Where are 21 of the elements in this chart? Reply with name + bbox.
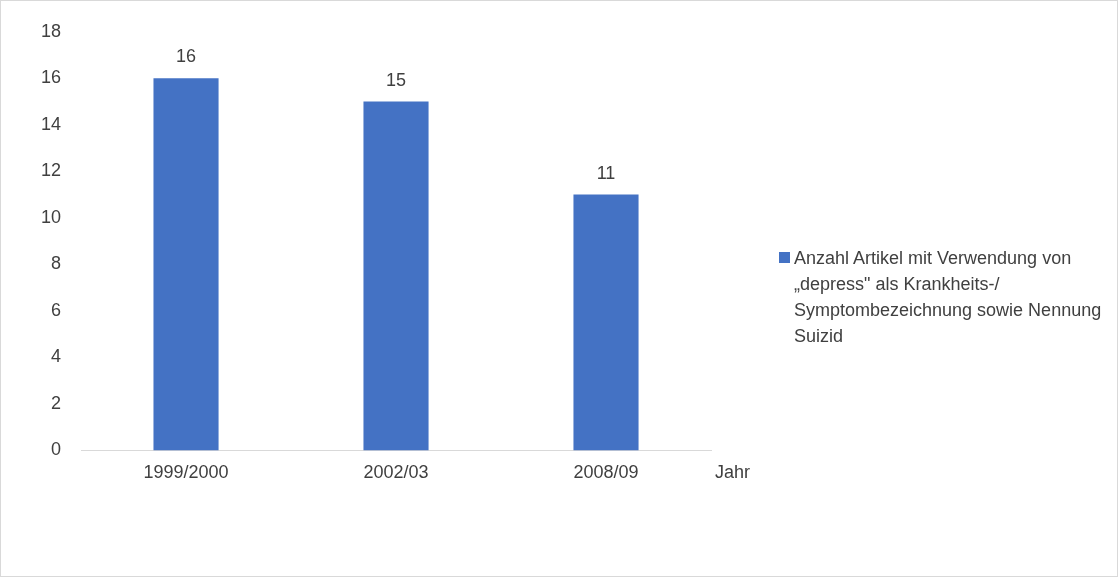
y-tick-label: 0 (51, 439, 62, 460)
x-tick-label: 2002/03 (363, 462, 429, 483)
y-tick-label: 12 (40, 160, 62, 181)
y-tick-label: 10 (40, 206, 62, 227)
bar (153, 78, 219, 451)
x-axis-title: Jahr (715, 462, 751, 483)
data-label: 15 (386, 69, 407, 90)
x-tick-label: 1999/2000 (143, 462, 229, 483)
y-tick-label: 4 (51, 346, 62, 367)
bar (363, 101, 429, 451)
y-tick-label: 14 (40, 113, 62, 134)
data-label: 11 (596, 162, 616, 183)
legend-label: Anzahl Artikel mit Verwendung von „depress" als Krankheits-/ Symptombezeichnung sowie Nennung Suizid (794, 247, 1103, 348)
y-tick-label: 6 (51, 299, 62, 320)
data-label: 16 (176, 46, 197, 67)
y-tick-label: 8 (51, 253, 62, 274)
y-tick-label: 16 (40, 67, 62, 88)
y-tick-label: 2 (51, 392, 62, 413)
x-tick-label: 2008/09 (573, 462, 639, 483)
bar (573, 194, 639, 451)
y-tick-label: 18 (40, 20, 62, 41)
